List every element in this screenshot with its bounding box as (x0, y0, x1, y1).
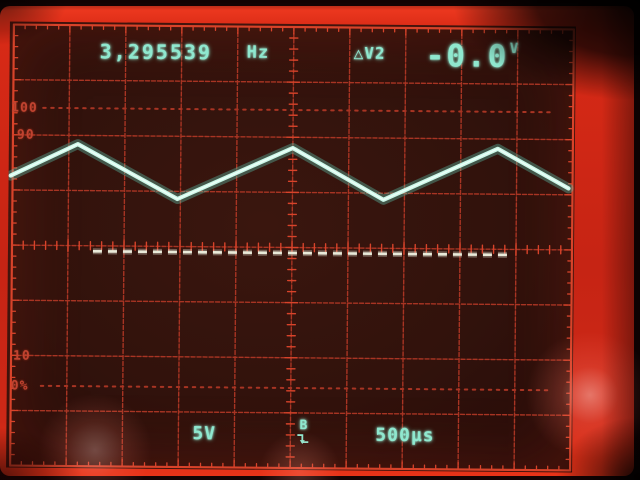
delta-v2-cursor-label: △V2 (353, 43, 386, 63)
graticule-label-90: 90 (16, 127, 35, 143)
trigger-source-label: B (299, 418, 308, 434)
cursor-voltage-unit: V (509, 40, 519, 57)
graticule-and-traces (6, 23, 576, 472)
volts-per-div-readout: 5V (192, 423, 217, 445)
cursor-voltage-value: -0.0 (425, 38, 509, 75)
frequency-unit: Hz (246, 42, 270, 63)
triangle-wave-trace (6, 139, 574, 205)
frequency-value: 3,295539 (99, 39, 213, 65)
reference-trace (92, 248, 507, 258)
graticule-grid (8, 23, 576, 472)
timebase-readout: 500µs (375, 424, 435, 447)
crt-screen: 3,295539 Hz △V2 -0.0 V 100 90 10 0% 5V B… (6, 21, 576, 473)
trigger-readout: B (294, 418, 312, 446)
graticule-label-100: 100 (11, 100, 38, 116)
trigger-slope-icon (297, 434, 309, 445)
graticule-label-0: 0% (10, 378, 29, 394)
graticule-label-10: 10 (12, 348, 31, 364)
